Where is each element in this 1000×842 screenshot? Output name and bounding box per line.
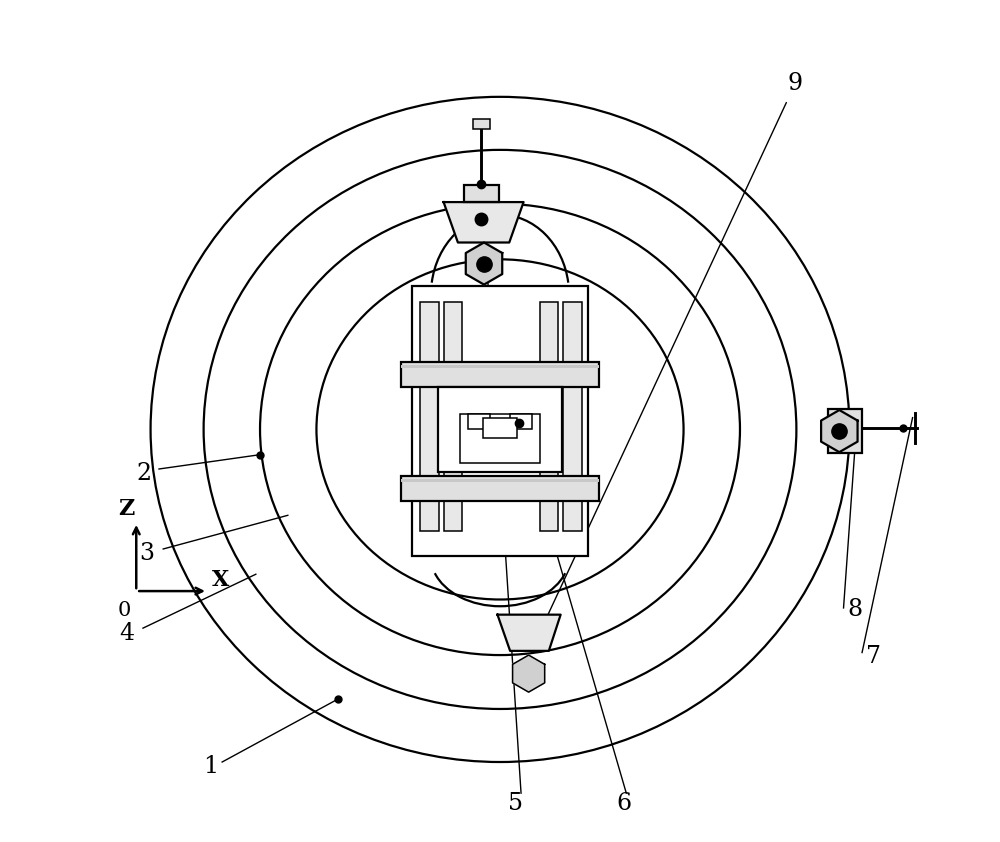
Text: 4: 4 (119, 622, 135, 645)
Bar (401, 479, 599, 482)
Text: 8: 8 (848, 599, 863, 621)
Bar (444, 302, 462, 531)
Bar (468, 414, 490, 429)
Text: 0: 0 (118, 601, 131, 621)
Bar (563, 302, 582, 531)
Bar (401, 365, 599, 369)
Polygon shape (444, 202, 524, 242)
Bar (473, 119, 490, 129)
Bar (540, 302, 558, 531)
Text: X: X (212, 569, 229, 591)
Text: 9: 9 (788, 72, 803, 95)
Polygon shape (513, 655, 545, 692)
Bar (460, 414, 540, 463)
Polygon shape (497, 615, 561, 651)
Text: 3: 3 (140, 542, 155, 565)
Text: 1: 1 (204, 755, 219, 778)
Polygon shape (821, 410, 858, 452)
Text: 6: 6 (616, 792, 631, 815)
Bar (412, 286, 588, 556)
Text: 2: 2 (136, 462, 151, 485)
Bar (401, 362, 599, 387)
Bar (510, 414, 532, 429)
Polygon shape (466, 242, 502, 285)
Text: 5: 5 (508, 792, 523, 815)
Bar (401, 476, 599, 501)
Bar (464, 185, 499, 202)
Text: 7: 7 (866, 645, 881, 668)
Bar (438, 387, 562, 472)
Bar (828, 409, 862, 453)
Bar (420, 302, 439, 531)
Text: Z: Z (118, 498, 134, 520)
Bar (483, 418, 517, 438)
